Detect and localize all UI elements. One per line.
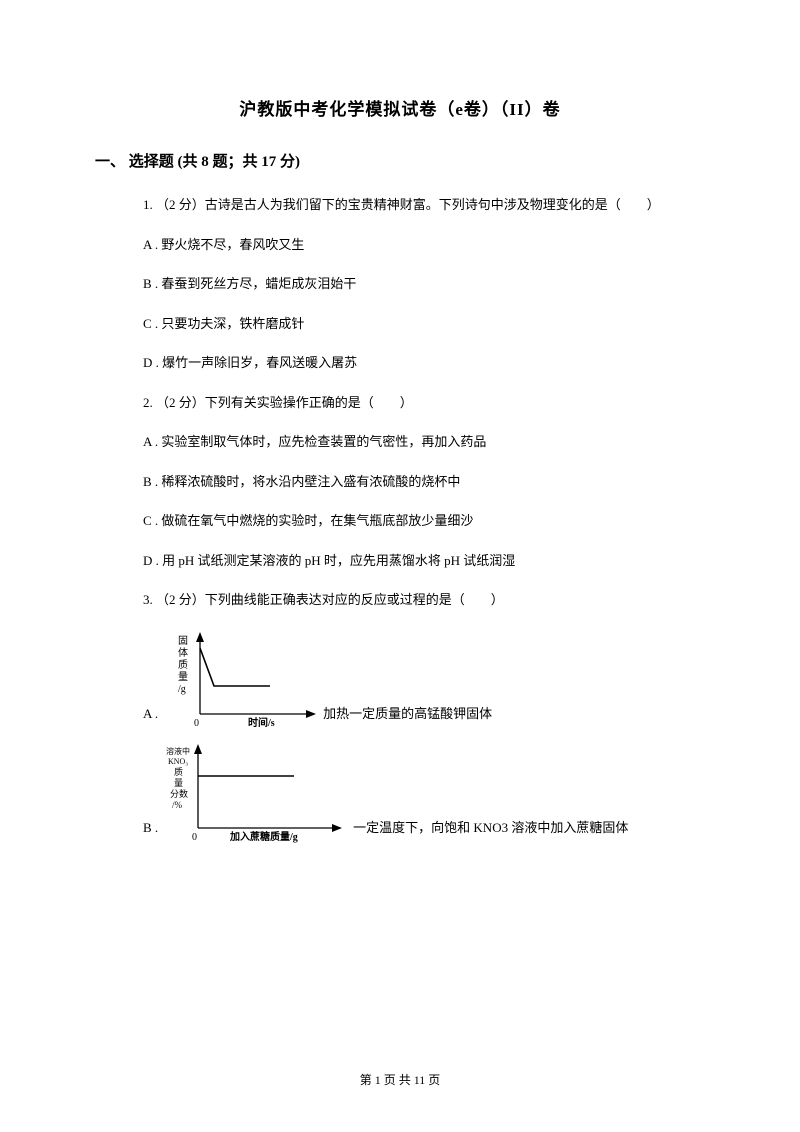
chart-b-origin: 0 [192, 832, 197, 843]
q3-a-prefix: A . [143, 704, 158, 730]
chart-a-ylabel-1: 固 [178, 635, 188, 647]
q2-stem: 2. （2 分）下列有关实验操作正确的是（ ） [143, 393, 705, 413]
q1-option-a: A . 野火烧不尽，春风吹又生 [143, 235, 705, 255]
q2-option-a: A . 实验室制取气体时，应先检查装置的气密性，再加入药品 [143, 432, 705, 452]
chart-a-svg: 固 体 质 量 /g 0 时间/s [166, 630, 321, 730]
chart-b-svg: 溶液中 KNO₃ 质 量 分数 /% 0 加入蔗糖质量/g [166, 742, 351, 844]
q1-option-c: C . 只要功夫深，铁杵磨成针 [143, 314, 705, 334]
q2-option-d: D . 用 pH 试纸测定某溶液的 pH 时，应先用蒸馏水将 pH 试纸润湿 [143, 551, 705, 571]
chart-a-ylabel-2: 体 [178, 647, 188, 659]
q3-option-a: A . 固 体 质 量 /g 0 时间/s 加热一定质量的高锰酸钾固体 [143, 630, 705, 730]
section-header: 一、 选择题 (共 8 题；共 17 分) [95, 150, 705, 171]
footer-mid: 页 共 [381, 1073, 414, 1087]
q3-option-b: B . 溶液中 KNO₃ 质 量 分数 /% 0 加入蔗糖质量/g 一定温度下，… [143, 742, 705, 844]
chart-a-origin: 0 [194, 718, 199, 729]
chart-b-ylabel-5: 分数 [170, 788, 188, 799]
chart-a-ylabel-5: /g [178, 684, 186, 695]
q3-a-tail: 加热一定质量的高锰酸钾固体 [323, 704, 492, 730]
chart-a-ylabel-3: 质 [178, 659, 188, 671]
footer-total: 11 [414, 1073, 426, 1087]
chart-b-ylabel-1: 溶液中 [166, 746, 190, 756]
q1-option-d: D . 爆竹一声除旧岁，春风送暖入屠苏 [143, 353, 705, 373]
page-title: 沪教版中考化学模拟试卷（e卷）（II）卷 [95, 95, 705, 120]
chart-b-ylabel-3: 质 [174, 766, 183, 777]
footer-prefix: 第 [360, 1073, 375, 1087]
questions-container: 1. （2 分）古诗是古人为我们留下的宝贵精神财富。下列诗句中涉及物理变化的是（… [95, 195, 705, 844]
chart-b-ylabel-6: /% [172, 800, 183, 810]
q3-b-tail: 一定温度下，向饱和 KNO3 溶液中加入蔗糖固体 [353, 818, 628, 844]
q3-chart-b: 溶液中 KNO₃ 质 量 分数 /% 0 加入蔗糖质量/g [166, 742, 351, 844]
chart-a-curve [200, 648, 270, 686]
chart-b-ylabel-4: 量 [174, 778, 183, 788]
q3-chart-a: 固 体 质 量 /g 0 时间/s [166, 630, 321, 730]
chart-b-x-arrow [332, 824, 342, 832]
chart-a-y-arrow [196, 632, 204, 642]
page-footer: 第 1 页 共 11 页 [0, 1071, 800, 1088]
chart-a-ylabel-4: 量 [178, 671, 188, 683]
q2-option-c: C . 做硫在氧气中燃烧的实验时，在集气瓶底部放少量细沙 [143, 511, 705, 531]
q3-stem: 3. （2 分）下列曲线能正确表达对应的反应或过程的是（ ） [143, 590, 705, 610]
chart-a-xlabel: 时间/s [248, 716, 275, 729]
q1-option-b: B . 春蚕到死丝方尽，蜡炬成灰泪始干 [143, 274, 705, 294]
chart-b-xlabel: 加入蔗糖质量/g [229, 830, 298, 843]
q1-stem: 1. （2 分）古诗是古人为我们留下的宝贵精神财富。下列诗句中涉及物理变化的是（… [143, 195, 705, 215]
chart-b-y-arrow [194, 744, 202, 754]
chart-a-x-arrow [306, 710, 316, 718]
q3-b-prefix: B . [143, 818, 158, 844]
footer-suffix: 页 [425, 1073, 440, 1087]
q2-option-b: B . 稀释浓硫酸时，将水沿内壁注入盛有浓硫酸的烧杯中 [143, 472, 705, 492]
chart-b-ylabel-2: KNO₃ [168, 757, 188, 766]
